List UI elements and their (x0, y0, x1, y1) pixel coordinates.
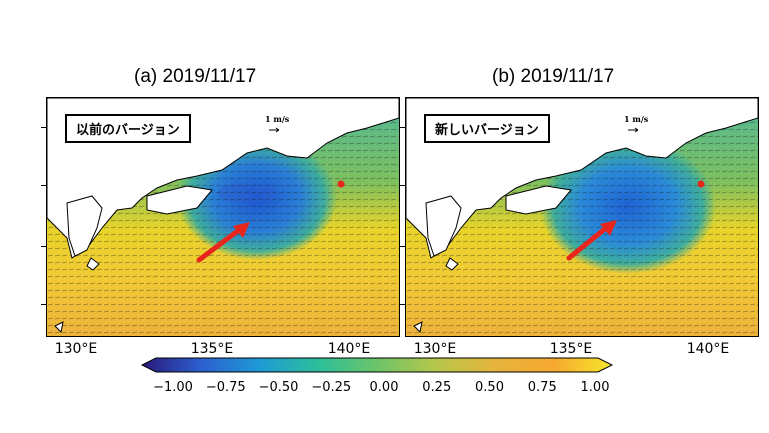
scale-reference: 1 m/s (624, 114, 649, 124)
panel-a-title: (a) 2019/11/17 (134, 66, 257, 87)
kyushu (66, 195, 103, 257)
y-tick (400, 127, 405, 128)
version-label-old: 以前のバージョン (65, 114, 191, 143)
colorbar-tick-label: −0.50 (258, 380, 299, 395)
y-tick (41, 246, 46, 247)
x-tick-label: 140°E (686, 341, 730, 357)
kyushu (425, 195, 462, 257)
x-tick-label: 135°E (549, 341, 593, 357)
y-tick (400, 304, 405, 305)
y-tick (400, 246, 405, 247)
island (413, 321, 423, 334)
colorbar-tick-label: 0.25 (422, 380, 452, 395)
tanegashima (86, 257, 100, 271)
y-tick (41, 304, 46, 305)
island (54, 321, 64, 334)
colorbar-tick-label: 0.75 (527, 380, 557, 395)
station-marker (697, 180, 705, 188)
panel-b-title: (b) 2019/11/17 (492, 66, 615, 87)
colorbar-tick-label: −0.75 (205, 380, 246, 395)
station-marker (337, 180, 345, 188)
flow-arrow-shaft (566, 225, 609, 261)
flow-arrow-shaft (196, 227, 242, 263)
tanegashima (445, 257, 459, 271)
y-tick (41, 185, 46, 186)
colorbar (140, 357, 614, 373)
flow-arrow-head (600, 220, 617, 236)
version-label-new: 新しいバージョン (424, 114, 550, 143)
colorbar-tick-label: 1.00 (580, 380, 610, 395)
shikoku (146, 185, 213, 215)
map-panel-b: 新しいバージョン 1 m/s (405, 97, 759, 337)
colorbar-tick-label: 0.00 (369, 380, 399, 395)
map-a-svg (47, 98, 399, 336)
y-tick (400, 185, 405, 186)
shikoku (505, 185, 572, 215)
flow-arrow-head (233, 222, 250, 238)
x-tick-label: 135°E (190, 341, 234, 357)
colorbar-tick-label: −1.00 (153, 380, 193, 395)
colorbar-tick-label: −0.25 (311, 380, 352, 395)
x-tick-label: 140°E (327, 341, 371, 357)
x-tick-label: 130°E (413, 341, 457, 357)
colorbar-scale (140, 357, 614, 373)
y-tick (41, 127, 46, 128)
x-tick-label: 130°E (54, 341, 98, 357)
scale-reference: 1 m/s (265, 114, 290, 124)
map-panel-a: 以前のバージョン 1 m/s (46, 97, 400, 337)
colorbar-tick-label: 0.50 (475, 380, 504, 395)
